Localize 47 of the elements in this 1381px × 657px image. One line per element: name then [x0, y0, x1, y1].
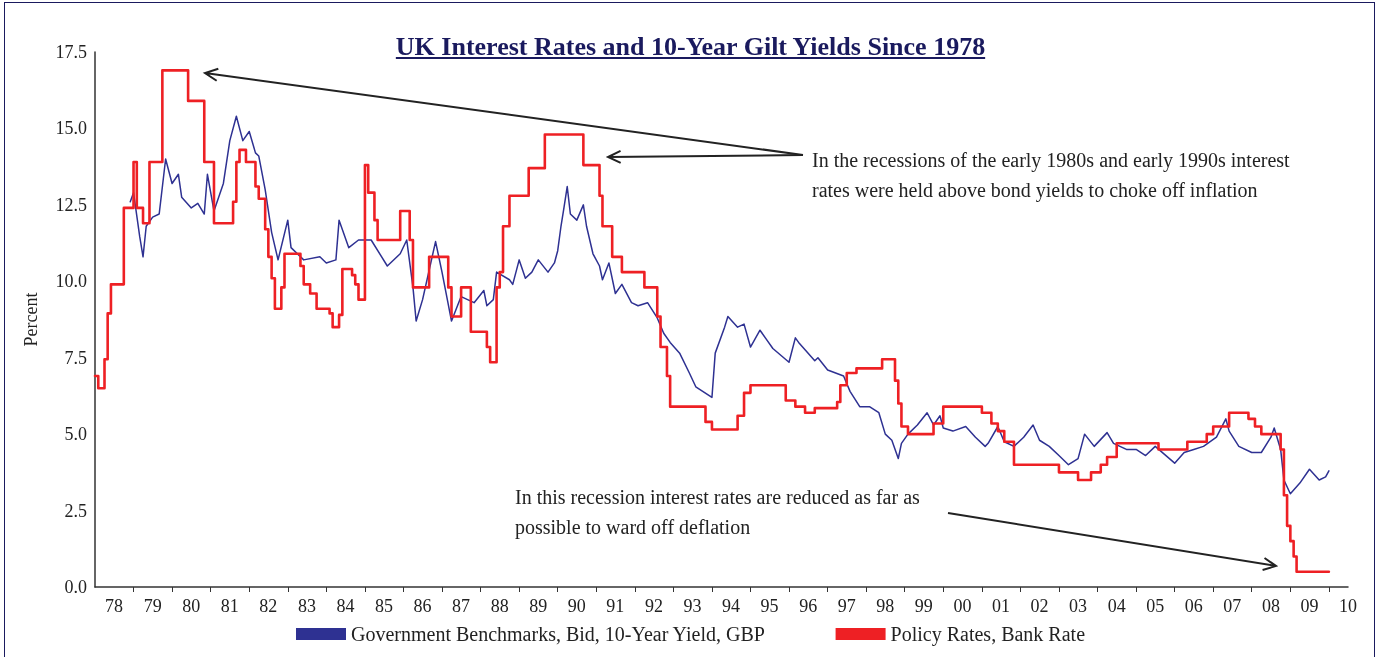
x-tick-label: 85	[375, 596, 394, 616]
x-tick-label: 90	[567, 596, 586, 616]
x-tick-label: 81	[220, 596, 239, 616]
x-tick-label: 01	[991, 596, 1010, 616]
x-tick-label: 03	[1069, 596, 1088, 616]
x-tick-label: 95	[760, 596, 779, 616]
legend-label: Government Benchmarks, Bid, 10-Year Yield, GBP	[351, 623, 765, 645]
x-tick-label: 80	[182, 596, 201, 616]
x-tick-label: 84	[336, 596, 355, 616]
x-tick-label: 88	[490, 596, 509, 616]
annotation: In this recession interest rates are reduced as far as possible to ward off deflation	[515, 485, 921, 541]
x-tick-label: 83	[297, 596, 316, 616]
y-tick-label: 7.5	[64, 347, 87, 368]
y-tick-label: 10.0	[55, 271, 87, 292]
x-tick-label: 05	[1146, 596, 1165, 616]
x-tick-label: 82	[259, 596, 278, 616]
y-tick-label: 15.0	[55, 118, 87, 139]
x-tick-label: 92	[644, 596, 663, 616]
y-tick-label: 12.5	[55, 194, 87, 215]
y-tick-label: 5.0	[64, 424, 87, 445]
x-tick-label: 78	[105, 596, 124, 616]
x-tick-label: 07	[1223, 596, 1242, 616]
x-tick-label: 04	[1107, 596, 1126, 616]
x-tick-label: 79	[143, 596, 162, 616]
annotation: In the recessions of the early 1980s and early 1990s interest rates were held above bond yields to choke off inflation	[812, 148, 1291, 204]
legend-label: Policy Rates, Bank Rate	[890, 623, 1086, 646]
chart-title: UK Interest Rates and 10-Year Gilt Yields Since 1978	[395, 32, 986, 61]
x-tick-label: 99	[914, 596, 933, 616]
x-tick-label: 96	[799, 596, 818, 616]
x-tick-label: 10	[1339, 596, 1357, 616]
x-tick-label: 00	[953, 596, 972, 616]
x-tick-label: 87	[452, 596, 471, 616]
x-tick-label: 06	[1184, 596, 1203, 616]
x-tick-label: 98	[876, 596, 895, 616]
x-tick-label: 91	[606, 596, 625, 616]
y-tick-label: 0.0	[64, 577, 87, 597]
x-tick-label: 94	[722, 596, 741, 616]
y-tick-label: 2.5	[64, 500, 87, 521]
x-tick-label: 08	[1261, 596, 1280, 616]
x-tick-label: 93	[683, 596, 702, 616]
y-tick-label: 17.5	[55, 42, 87, 62]
y-axis-title: Percent	[21, 292, 41, 347]
x-tick-label: 09	[1300, 596, 1319, 616]
x-tick-label: 97	[837, 596, 856, 616]
x-tick-label: 02	[1030, 596, 1049, 616]
x-tick-label: 89	[529, 596, 548, 616]
x-tick-label: 86	[413, 596, 432, 616]
